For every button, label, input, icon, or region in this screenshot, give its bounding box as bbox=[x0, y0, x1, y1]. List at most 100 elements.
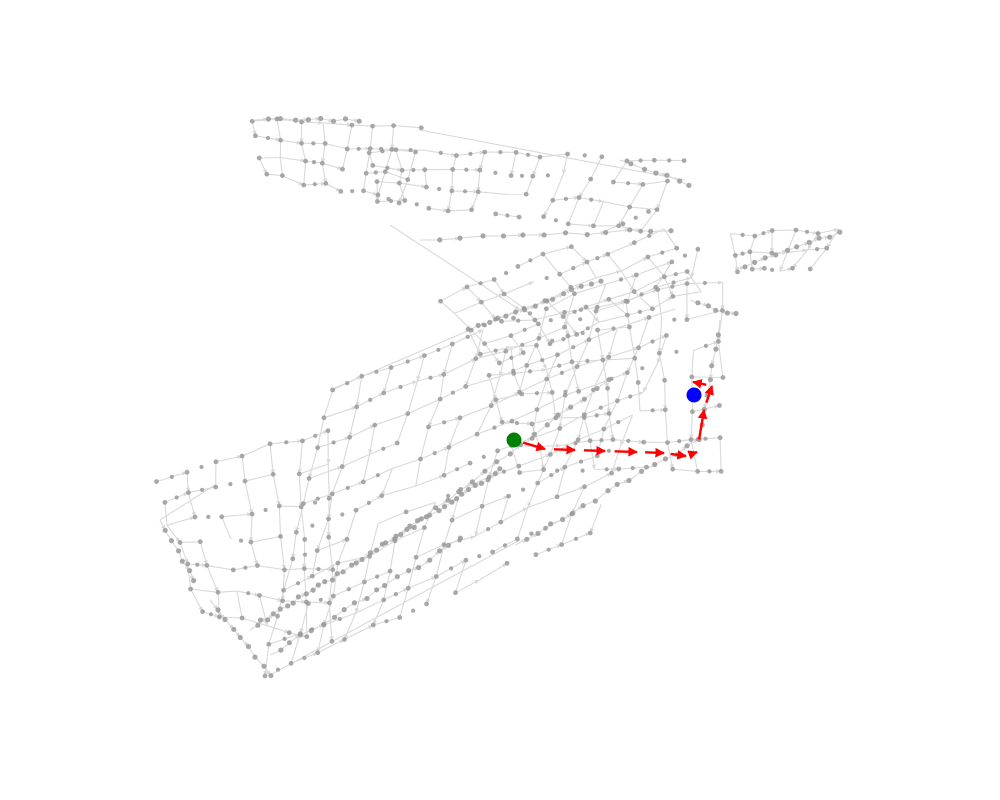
street-node bbox=[574, 332, 580, 337]
street-edge bbox=[571, 486, 585, 515]
street-edge bbox=[320, 143, 326, 164]
street-edge bbox=[279, 536, 287, 570]
street-node bbox=[529, 421, 535, 427]
street-edge bbox=[472, 470, 486, 483]
street-edge bbox=[603, 201, 630, 208]
street-node bbox=[588, 281, 595, 287]
street-node bbox=[418, 456, 423, 462]
street-node bbox=[453, 590, 458, 596]
street-node bbox=[595, 256, 600, 261]
street-node bbox=[537, 154, 543, 160]
street-edge bbox=[327, 464, 330, 499]
street-edge bbox=[179, 541, 201, 544]
street-node bbox=[634, 272, 639, 278]
street-edge bbox=[398, 182, 406, 201]
street-edge bbox=[531, 417, 556, 425]
street-edge bbox=[605, 228, 630, 234]
street-node bbox=[585, 358, 590, 363]
street-node bbox=[385, 165, 390, 170]
street-edge bbox=[259, 594, 283, 602]
street-node bbox=[349, 562, 355, 568]
street-edge bbox=[527, 496, 558, 509]
street-node bbox=[665, 440, 670, 445]
street-edge bbox=[532, 156, 541, 177]
street-node bbox=[535, 480, 541, 486]
street-edge bbox=[638, 317, 650, 348]
street-edge bbox=[568, 223, 594, 228]
street-node bbox=[742, 264, 748, 270]
street-node bbox=[263, 507, 268, 513]
street-node bbox=[684, 281, 690, 286]
street-node bbox=[445, 208, 451, 214]
street-edge bbox=[179, 542, 189, 565]
street-edge bbox=[372, 125, 394, 127]
street-edge bbox=[311, 550, 318, 577]
street-edge bbox=[385, 171, 408, 181]
street-edge bbox=[351, 124, 373, 127]
street-edge bbox=[221, 512, 253, 518]
street-node bbox=[215, 589, 221, 595]
street-edge bbox=[369, 126, 374, 149]
street-edge bbox=[297, 440, 304, 474]
street-node bbox=[703, 436, 708, 441]
street-node bbox=[674, 349, 679, 354]
street-edge bbox=[321, 163, 328, 184]
street-edge bbox=[415, 458, 422, 487]
street-edge bbox=[749, 251, 753, 270]
street-node bbox=[338, 189, 344, 194]
street-node bbox=[312, 182, 317, 187]
street-node bbox=[740, 251, 745, 256]
street-edge bbox=[542, 253, 561, 275]
street-edge bbox=[749, 235, 756, 252]
street-node bbox=[630, 466, 635, 471]
street-node bbox=[359, 556, 365, 563]
street-node bbox=[587, 530, 593, 536]
street-edge bbox=[419, 426, 430, 460]
street-node bbox=[315, 650, 321, 656]
street-node bbox=[492, 425, 497, 430]
street-node bbox=[532, 303, 539, 309]
street-node bbox=[353, 560, 359, 566]
street-node bbox=[561, 291, 567, 297]
street-node bbox=[442, 420, 447, 425]
street-edge bbox=[577, 428, 605, 441]
street-node bbox=[411, 167, 416, 173]
street-node bbox=[716, 339, 721, 344]
street-node bbox=[478, 281, 483, 286]
street-node bbox=[406, 568, 412, 574]
street-node bbox=[332, 614, 338, 620]
street-node bbox=[794, 244, 800, 250]
street-edge bbox=[479, 562, 508, 581]
street-node bbox=[555, 412, 561, 418]
street-node bbox=[368, 397, 373, 402]
street-edge bbox=[597, 329, 605, 361]
street-node bbox=[174, 495, 179, 500]
route-endpoints bbox=[506, 387, 702, 448]
street-node bbox=[477, 351, 483, 357]
street-node bbox=[488, 403, 494, 409]
street-node bbox=[199, 464, 204, 470]
street-node bbox=[654, 207, 660, 213]
route-segment bbox=[583, 445, 606, 456]
street-edge bbox=[332, 563, 339, 597]
street-node bbox=[331, 440, 336, 445]
street-node bbox=[593, 308, 599, 314]
street-node bbox=[323, 181, 329, 186]
street-node bbox=[524, 363, 530, 368]
street-node bbox=[303, 599, 309, 605]
street-node bbox=[519, 173, 525, 178]
street-node bbox=[262, 673, 268, 679]
street-node bbox=[436, 347, 441, 352]
street-edge bbox=[322, 122, 326, 144]
origin-marker bbox=[506, 432, 522, 448]
street-node bbox=[661, 274, 667, 280]
street-edge bbox=[443, 520, 453, 545]
street-node bbox=[191, 578, 197, 584]
street-edge bbox=[440, 286, 468, 302]
street-node bbox=[669, 259, 675, 265]
street-edge bbox=[690, 249, 699, 278]
street-node bbox=[344, 146, 350, 152]
street-edge bbox=[509, 152, 517, 176]
street-node bbox=[571, 345, 576, 350]
street-edge bbox=[480, 301, 497, 320]
